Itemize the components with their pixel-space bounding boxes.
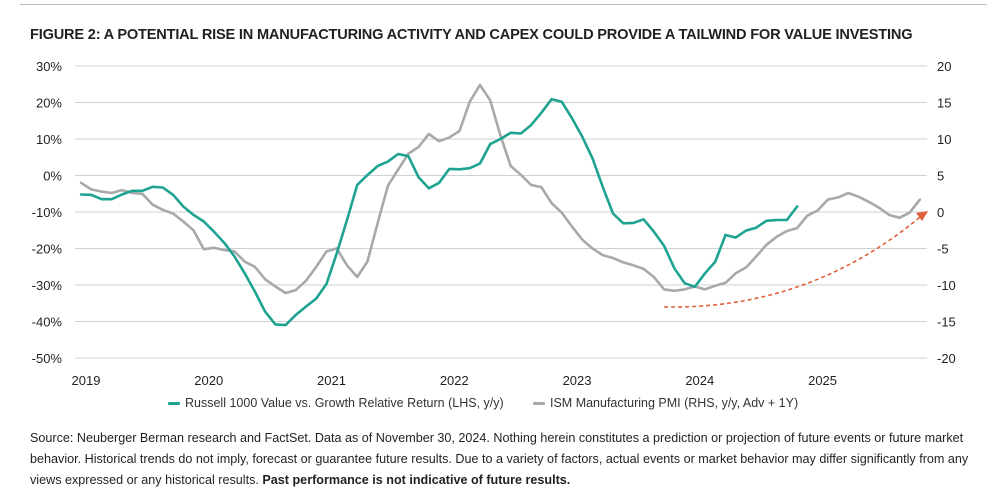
legend-label: ISM Manufacturing PMI (RHS, y/y, Adv + 1…	[550, 396, 799, 410]
legend-label: Russell 1000 Value vs. Growth Relative R…	[185, 396, 504, 410]
y-right-tick-label: 20	[937, 59, 951, 74]
source-text: Source: Neuberger Berman research and Fa…	[30, 431, 969, 487]
figure-title: FIGURE 2: A POTENTIAL RISE IN MANUFACTUR…	[30, 27, 913, 43]
y-left-tick-label: -40%	[32, 315, 63, 330]
y-left-tick-label: -10%	[32, 205, 63, 220]
legend-swatch-gray	[533, 401, 545, 405]
trend-arrow-dashed	[664, 216, 921, 308]
x-tick-label: 2024	[685, 373, 714, 388]
y-right-tick-label: 10	[937, 132, 951, 147]
source-note: Source: Neuberger Berman research and Fa…	[30, 428, 990, 491]
y-right-tick-label: -10	[937, 278, 956, 293]
x-tick-label: 2021	[317, 373, 346, 388]
x-tick-label: 2022	[440, 373, 469, 388]
arrowhead-icon	[916, 211, 929, 221]
line-chart: 30% 20% 10% 0% -10% -20% -30% -40% -50% 20 15 10 5 0 -…	[32, 59, 956, 388]
x-tick-label: 2023	[563, 373, 592, 388]
y-left-tick-label: 10%	[36, 132, 62, 147]
legend-item-ism: ISM Manufacturing PMI (RHS, y/y, Adv + 1…	[533, 396, 798, 410]
y-left-tick-label: -50%	[32, 351, 63, 366]
disclaimer-bold: Past performance is not indicative of fu…	[262, 473, 571, 487]
y-right-tick-label: -20	[937, 351, 956, 366]
y-right-tick-label: 15	[937, 96, 951, 111]
x-tick-label: 2019	[72, 373, 101, 388]
y-left-tick-label: 20%	[36, 96, 62, 111]
y-left-tick-label: -20%	[32, 242, 63, 257]
y-right-tick-label: -5	[937, 242, 949, 257]
legend-swatch-green	[168, 401, 180, 405]
y-left-tick-label: 30%	[36, 59, 62, 74]
y-right-tick-label: 5	[937, 169, 944, 184]
y-right-tick-label: -15	[937, 315, 956, 330]
top-rule	[20, 4, 987, 5]
y-right-tick-label: 0	[937, 205, 944, 220]
series-line-ism	[79, 83, 922, 295]
x-tick-label: 2020	[194, 373, 223, 388]
series-line-russell	[79, 97, 799, 327]
legend-item-russell: Russell 1000 Value vs. Growth Relative R…	[168, 396, 504, 410]
y-left-tick-label: -30%	[32, 278, 63, 293]
x-tick-label: 2025	[808, 373, 837, 388]
y-left-tick-label: 0%	[43, 169, 62, 184]
